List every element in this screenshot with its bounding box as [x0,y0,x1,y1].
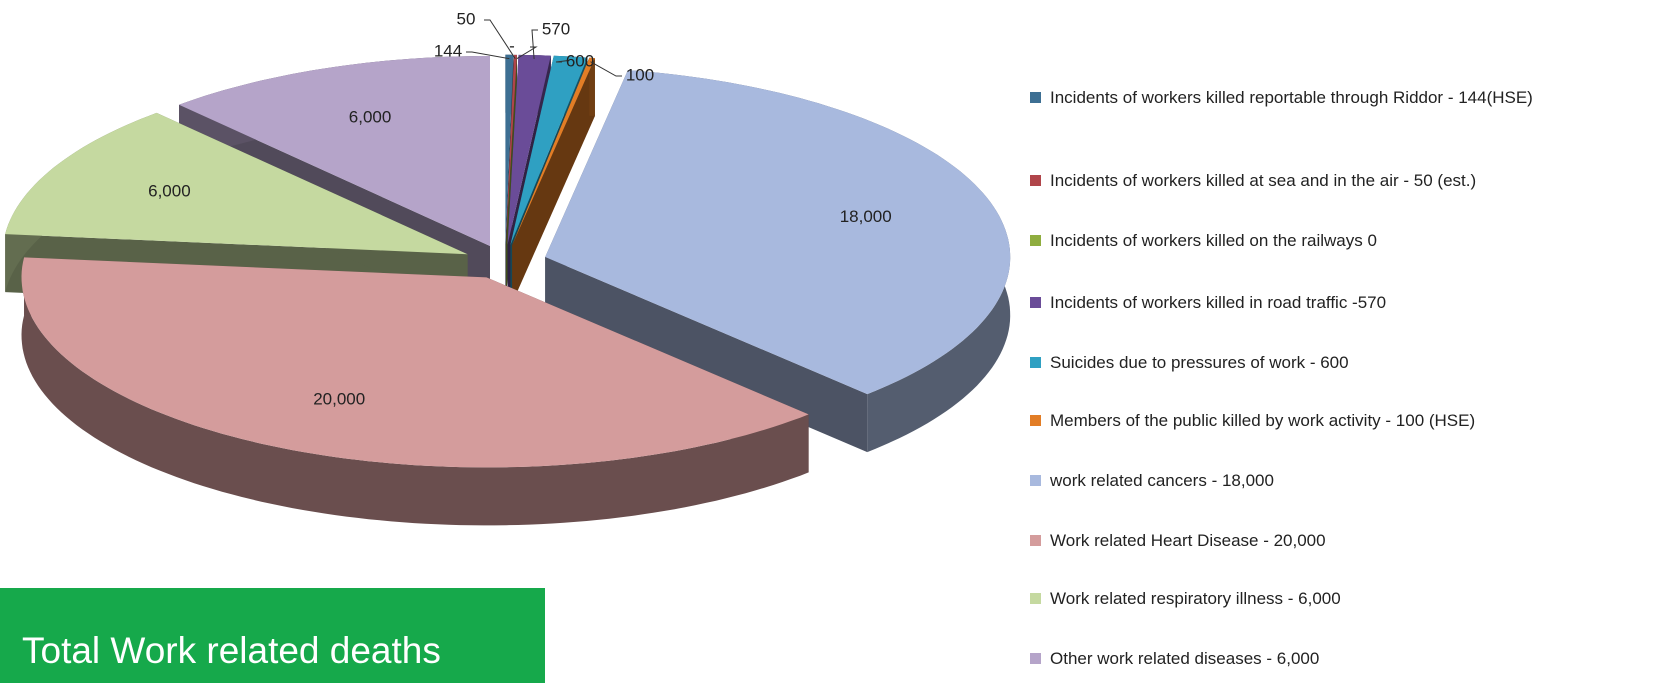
annotation-box: Total Work related deaths [0,588,545,683]
slice-side [21,257,809,526]
slice [507,54,551,245]
legend-label: Work related Heart Disease - 20,000 [1050,531,1326,550]
slice-side [589,57,595,117]
legend-label: work related cancers - 18,000 [1050,471,1274,490]
data-label: 6,000 [148,181,191,200]
slice [505,54,514,245]
data-label: 6,000 [349,108,392,127]
legend-item: Incidents of workers killed reportable t… [1030,85,1580,110]
slice [505,54,517,245]
legend-swatch [1030,415,1041,426]
legend-label: Incidents of workers killed at sea and i… [1050,171,1477,190]
legend-label: Incidents of workers killed in road traf… [1050,293,1387,312]
legend-swatch [1030,535,1041,546]
data-label: 50 [457,9,476,28]
slice-wall [512,58,595,304]
legend-label: Members of the public killed by work act… [1050,411,1476,430]
slice [5,112,468,255]
legend-swatch [1030,175,1041,186]
legend-item: work related cancers - 18,000 [1030,468,1580,493]
data-label: 600 [566,51,594,70]
leader-line [466,51,510,60]
legend-item: Suicides due to pressures of work - 600 [1030,350,1580,375]
legend-item: Incidents of workers killed in road traf… [1030,290,1580,315]
leader-line [555,59,570,63]
slice [545,70,1011,395]
legend-item: Work related Heart Disease - 20,000 [1030,528,1580,553]
legend-swatch [1030,92,1041,103]
legend-item: Members of the public killed by work act… [1030,408,1580,433]
slice [512,57,595,246]
legend-swatch [1030,235,1041,246]
legend-item: Other work related diseases - 6,000 [1030,646,1580,671]
legend-label: Incidents of workers killed on the railw… [1050,231,1377,250]
legend-item: Work related respiratory illness - 6,000 [1030,586,1580,611]
chart: 144 50 - 570 600 100 18,000 20,000 6,000 6,000 [5,9,1011,526]
leader-line [590,61,622,77]
legend-item: Incidents of workers killed on the railw… [1030,228,1580,253]
annotation: Total Work related deaths [22,630,441,671]
legend-swatch [1030,297,1041,308]
data-label: 570 [542,19,570,38]
slice [510,55,588,245]
leader-line [484,19,516,59]
legend-label: Suicides due to pressures of work - 600 [1050,353,1349,372]
data-label: 20,000 [313,390,365,409]
slice-wall [545,257,868,453]
legend-swatch [1030,593,1041,604]
legend-swatch [1030,357,1041,368]
slice [179,56,490,246]
leader-line [531,29,538,60]
data-label: 100 [626,65,654,84]
slice [506,54,517,245]
legend-label: Work related respiratory illness - 6,000 [1050,589,1341,608]
data-label: 18,000 [840,207,892,226]
legend-swatch [1030,475,1041,486]
legend-label: Other work related diseases - 6,000 [1050,649,1320,668]
legend-swatch [1030,653,1041,664]
slice [21,257,809,468]
legend-item: Incidents of workers killed at sea and i… [1030,168,1580,193]
leader-line [516,46,538,60]
data-label: 144 [434,41,462,60]
data-label: - [509,36,515,55]
legend-label: Incidents of workers killed reportable t… [1050,88,1533,107]
